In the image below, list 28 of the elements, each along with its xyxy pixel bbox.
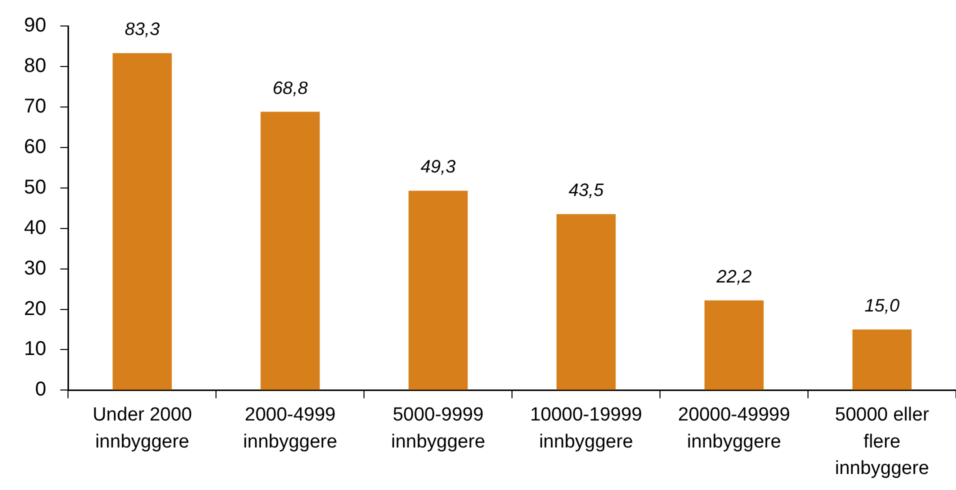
bar — [260, 112, 320, 390]
bar — [112, 53, 172, 390]
y-tick-label: 90 — [24, 14, 46, 37]
x-tick-label: Under 2000 innbyggere — [92, 404, 192, 452]
data-label: 15,0 — [864, 296, 900, 316]
x-tick-label: 50000 eller flere innbyggere — [835, 404, 930, 479]
y-tick-label: 10 — [24, 338, 46, 360]
y-tick-label: 30 — [24, 257, 46, 280]
y-tick-label: 70 — [24, 95, 46, 118]
bar — [408, 190, 468, 390]
data-label: 68,8 — [272, 78, 308, 98]
x-tick-label: 5000-9999 innbyggere — [391, 404, 486, 452]
data-label: 43,5 — [568, 180, 605, 200]
y-tick-label: 40 — [24, 216, 46, 239]
x-tick-label: 2000-4999 innbyggere — [243, 404, 338, 452]
bar — [852, 330, 912, 390]
y-tick-label: 80 — [24, 54, 46, 77]
data-label: 83,3 — [124, 19, 160, 40]
y-tick-label: 50 — [24, 176, 46, 198]
x-tick-label: 10000-19999 innbyggere — [530, 404, 642, 452]
y-tick-label: 20 — [24, 298, 46, 320]
x-tick-label: 20000-49999 innbyggere — [678, 404, 790, 452]
bar — [704, 300, 764, 390]
y-tick-label: 0 — [35, 378, 46, 401]
data-label: 22,2 — [716, 266, 752, 286]
y-tick-label: 60 — [24, 136, 46, 158]
bar — [556, 214, 616, 390]
data-label: 49,3 — [420, 156, 456, 177]
